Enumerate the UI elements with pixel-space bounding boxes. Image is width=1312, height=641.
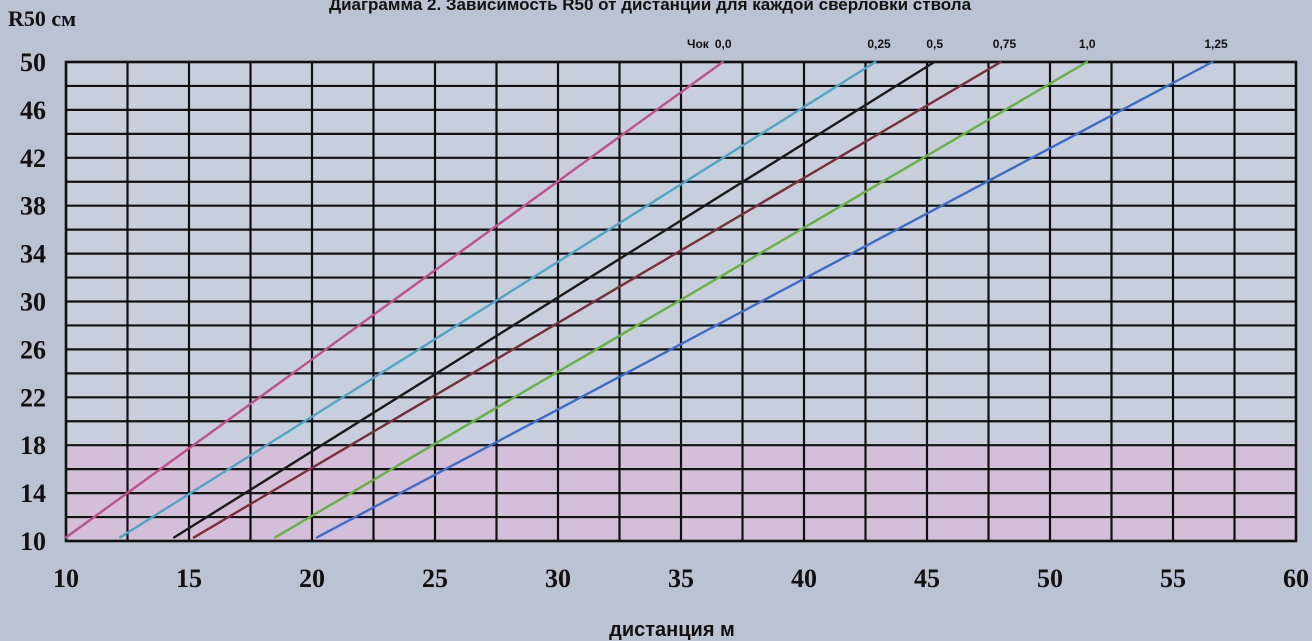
y-tick-label: 26 xyxy=(20,335,46,364)
x-tick-label: 20 xyxy=(299,564,325,593)
grid-layer xyxy=(64,60,1298,543)
x-tick-label: 15 xyxy=(176,564,202,593)
x-tick-label: 60 xyxy=(1283,564,1309,593)
series-label: 0,5 xyxy=(926,37,943,51)
x-tick-label: 55 xyxy=(1160,564,1186,593)
y-tick-label: 50 xyxy=(20,48,46,77)
x-tick-label: 45 xyxy=(914,564,940,593)
series-line xyxy=(64,60,725,539)
series-prefix-label: Чок xyxy=(687,37,710,51)
y-tick-label: 30 xyxy=(20,288,46,317)
y-tick-label: 38 xyxy=(20,192,46,221)
x-tick-label: 30 xyxy=(545,564,571,593)
y-tick-label: 34 xyxy=(20,240,46,269)
x-tick-label: 35 xyxy=(668,564,694,593)
y-tick-label: 22 xyxy=(20,383,46,412)
chart-title: Диаграмма 2. Зависимость R50 от дистанци… xyxy=(329,0,972,14)
series-line xyxy=(192,60,1002,539)
y-axis-label: R50 см xyxy=(8,6,76,31)
series-label: 0,25 xyxy=(867,37,891,51)
plot-frame xyxy=(64,60,1298,543)
y-tick-label: 14 xyxy=(20,479,46,508)
x-tick-label: 40 xyxy=(791,564,817,593)
series-label: 0,0 xyxy=(715,37,732,51)
series-label: 0,75 xyxy=(993,37,1017,51)
tick-layer: 10 15 20 25 30 35 40 45 50 55 60 10 14 18 22 26 30 34 38 42… xyxy=(20,48,1309,593)
x-tick-label: 10 xyxy=(53,564,79,593)
x-axis-label: дистанция м xyxy=(609,619,735,641)
series-line xyxy=(173,60,936,539)
y-tick-label: 42 xyxy=(20,144,46,173)
y-tick-label: 18 xyxy=(20,431,46,460)
series-label: 1,0 xyxy=(1079,37,1096,51)
series-line xyxy=(315,60,1214,539)
y-tick-label: 10 xyxy=(20,527,46,556)
series-layer xyxy=(64,60,1214,539)
series-label-layer: 0,0 Чок 0,25 0,5 0,75 1,0 1,25 xyxy=(687,37,1228,51)
series-label: 1,25 xyxy=(1204,37,1228,51)
x-tick-label: 25 xyxy=(422,564,448,593)
y-tick-label: 46 xyxy=(20,96,46,125)
series-line xyxy=(118,60,877,539)
series-line xyxy=(273,60,1089,539)
x-tick-label: 50 xyxy=(1037,564,1063,593)
